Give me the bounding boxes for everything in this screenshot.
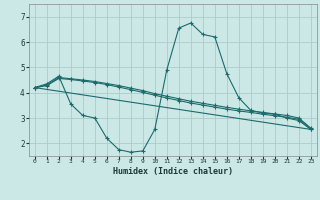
X-axis label: Humidex (Indice chaleur): Humidex (Indice chaleur) <box>113 167 233 176</box>
